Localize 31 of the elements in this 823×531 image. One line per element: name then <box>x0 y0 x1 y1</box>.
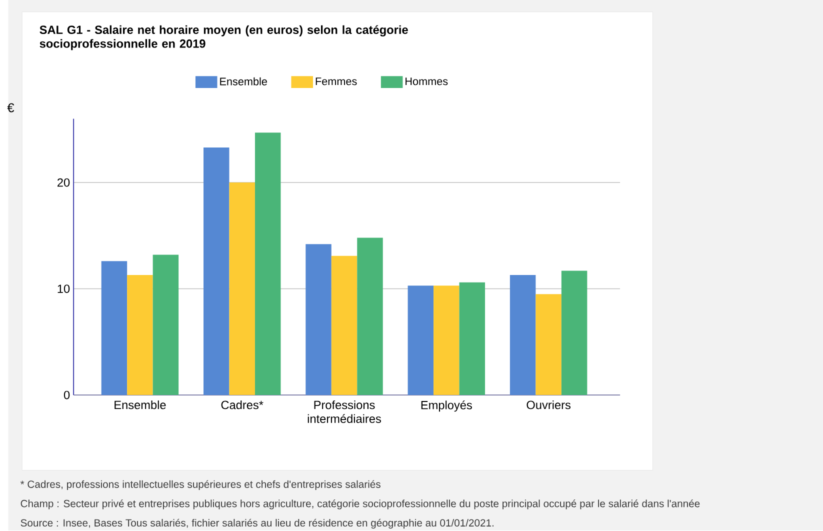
bar <box>101 261 128 396</box>
x-tick-label: Cadres* <box>221 400 264 410</box>
bar <box>459 282 486 396</box>
text: Champ : Secteur privé et entreprises publiques hors agriculture, catégorie socioprofessionnelle du poste principal occupé par le salarié dans l'année <box>20 500 700 510</box>
bar <box>357 238 383 396</box>
bar <box>331 256 358 396</box>
bar <box>408 286 434 396</box>
x-tick-label: Ensemble <box>114 400 166 410</box>
bar <box>561 270 588 396</box>
y-axis-title: € <box>7 103 14 112</box>
chart-title: SAL G1 - Salaire net horaire moyen (en euros) selon la catégorie socioprofessionnelle en 2019 <box>40 25 408 50</box>
x-tick-label: Professions intermédiaires <box>308 400 381 424</box>
x-tick-label: Employés <box>421 400 472 412</box>
bar <box>536 294 562 396</box>
bar <box>434 286 460 396</box>
y-tick-label: 20 <box>58 178 70 187</box>
bar <box>152 254 179 396</box>
bar <box>204 148 230 396</box>
bar <box>229 182 255 396</box>
legend-label: Ensemble <box>220 78 267 86</box>
legend-label: Femmes <box>316 78 357 86</box>
y-tick-label: 10 <box>58 284 70 294</box>
legend-label: Hommes <box>406 78 448 86</box>
text: * Cadres, professions intellectuelles supérieures et chefs d'entreprises salariés <box>20 480 380 490</box>
x-tick-label: Ouvriers <box>526 400 570 410</box>
bar <box>510 275 536 396</box>
y-tick-label: 0 <box>64 390 70 400</box>
bar <box>254 132 281 396</box>
bar <box>306 244 332 396</box>
bar <box>127 275 153 396</box>
source-note: Source : Insee, Bases Tous salariés, fichier salariés au lieu de résidence en géographie au 01/01/2021. <box>20 518 494 529</box>
